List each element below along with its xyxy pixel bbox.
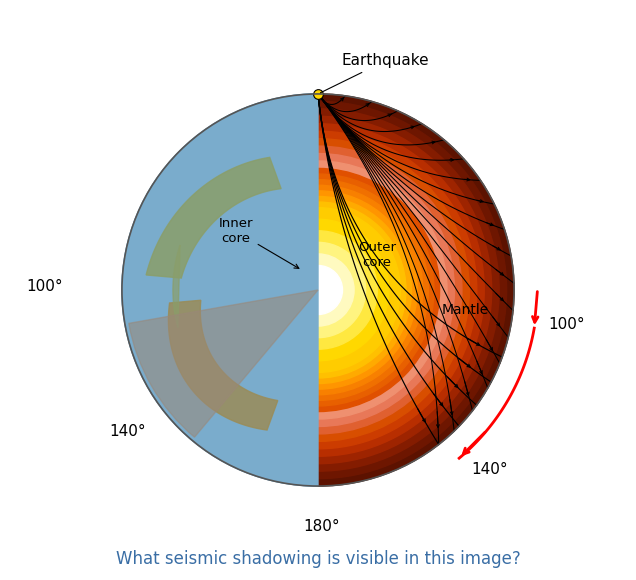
Wedge shape	[318, 139, 469, 441]
Circle shape	[303, 275, 333, 305]
Text: 180°: 180°	[303, 519, 340, 534]
Polygon shape	[146, 157, 281, 278]
Wedge shape	[318, 94, 514, 486]
Circle shape	[219, 191, 417, 389]
Circle shape	[197, 168, 439, 412]
Circle shape	[225, 197, 411, 383]
Wedge shape	[318, 124, 484, 456]
Polygon shape	[122, 94, 318, 486]
Polygon shape	[173, 245, 180, 328]
Wedge shape	[318, 154, 455, 426]
Circle shape	[293, 266, 343, 314]
Wedge shape	[128, 290, 318, 437]
Circle shape	[213, 185, 423, 395]
Circle shape	[259, 231, 377, 349]
Polygon shape	[169, 300, 278, 430]
Circle shape	[282, 254, 354, 326]
Polygon shape	[173, 245, 180, 328]
Wedge shape	[318, 109, 499, 471]
Text: What seismic shadowing is visible in this image?: What seismic shadowing is visible in thi…	[116, 550, 520, 568]
Circle shape	[207, 180, 429, 400]
Circle shape	[247, 219, 389, 361]
Wedge shape	[318, 161, 447, 419]
Polygon shape	[169, 300, 278, 430]
Text: 100°: 100°	[548, 317, 584, 332]
Wedge shape	[318, 117, 492, 463]
Circle shape	[236, 208, 400, 372]
Text: 140°: 140°	[109, 423, 146, 438]
Circle shape	[202, 174, 434, 406]
Polygon shape	[146, 157, 281, 278]
Circle shape	[270, 242, 366, 338]
Circle shape	[230, 202, 406, 378]
Text: 140°: 140°	[471, 462, 508, 477]
Wedge shape	[318, 131, 477, 449]
Wedge shape	[128, 290, 318, 437]
Wedge shape	[318, 102, 507, 478]
Text: Outer
core: Outer core	[358, 241, 396, 269]
Text: Mantle: Mantle	[441, 303, 488, 317]
Text: 100°: 100°	[27, 278, 63, 293]
Text: Inner
core: Inner core	[218, 217, 299, 269]
Polygon shape	[122, 94, 318, 486]
Wedge shape	[318, 146, 462, 434]
Text: Earthquake: Earthquake	[321, 53, 429, 93]
